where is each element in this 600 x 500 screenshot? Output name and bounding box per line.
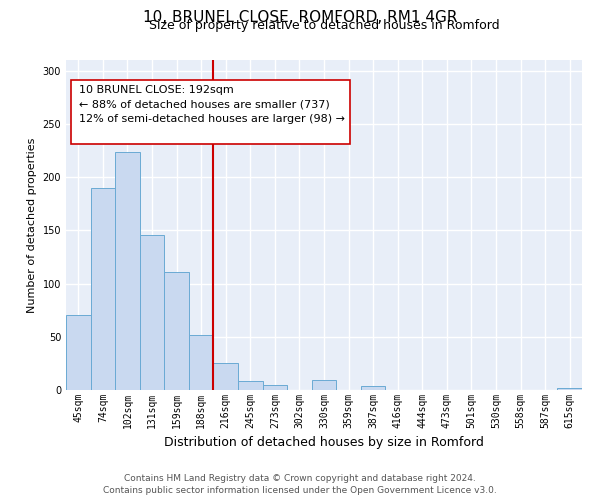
X-axis label: Distribution of detached houses by size in Romford: Distribution of detached houses by size … [164,436,484,450]
Bar [140,234,164,390]
Bar [164,272,189,390]
Bar [115,152,140,390]
Bar [557,388,582,390]
Text: 10 BRUNEL CLOSE: 192sqm
← 88% of detached houses are smaller (737)
12% of semi-d: 10 BRUNEL CLOSE: 192sqm ← 88% of detache… [79,84,345,124]
Bar [263,384,287,390]
Bar [238,382,263,390]
Text: 10, BRUNEL CLOSE, ROMFORD, RM1 4GR: 10, BRUNEL CLOSE, ROMFORD, RM1 4GR [143,10,457,25]
Text: Contains HM Land Registry data © Crown copyright and database right 2024.
Contai: Contains HM Land Registry data © Crown c… [103,474,497,495]
Bar [189,334,214,390]
Bar [214,364,238,390]
Bar [361,386,385,390]
FancyBboxPatch shape [71,80,350,144]
Bar [312,380,336,390]
Bar [66,316,91,390]
Title: Size of property relative to detached houses in Romford: Size of property relative to detached ho… [149,20,499,32]
Bar [91,188,115,390]
Y-axis label: Number of detached properties: Number of detached properties [27,138,37,312]
